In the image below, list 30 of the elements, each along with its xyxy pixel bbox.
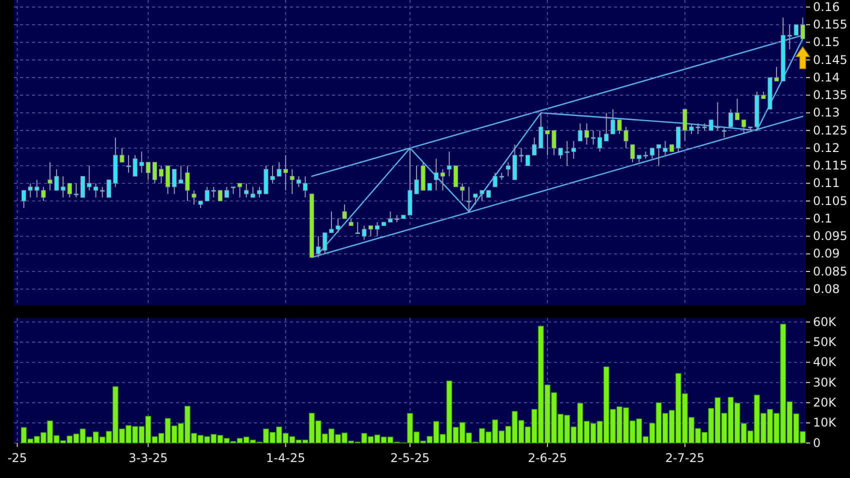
y-tick-label: 20K <box>813 396 838 410</box>
y-tick-label: 0.155 <box>813 18 848 32</box>
x-tick-label: 2-5-25 <box>390 451 430 465</box>
y-tick-label: 0.105 <box>813 194 848 208</box>
y-tick-label: 40K <box>813 355 838 370</box>
y-tick-label: 10K <box>813 416 838 430</box>
x-tick-label: 2-6-25 <box>528 451 568 465</box>
y-tick-label: 0.12 <box>813 140 840 155</box>
y-tick-label: 60K <box>813 314 838 329</box>
y-tick-label: 0.085 <box>813 264 848 278</box>
y-tick-label: 0 <box>813 436 821 450</box>
y-tick-label: 0.125 <box>813 123 848 138</box>
y-tick-label: 0.1 <box>813 211 832 226</box>
x-tick-label: 1-4-25 <box>266 451 306 465</box>
y-tick-label: 0.115 <box>813 158 848 173</box>
x-tick-label: 3-3-25 <box>128 451 168 465</box>
y-tick-label: 0.08 <box>813 282 840 296</box>
y-tick-label: 0.15 <box>813 35 840 50</box>
y-tick-label: 0.135 <box>813 88 848 102</box>
x-tick-label: 2-7-25 <box>665 451 705 465</box>
y-tick-label: 0.16 <box>813 0 840 14</box>
y-tick-label: 50K <box>813 335 838 350</box>
y-tick-label: 0.13 <box>813 106 840 120</box>
y-tick-label: 0.11 <box>813 176 840 190</box>
y-tick-label: 0.145 <box>813 52 848 67</box>
y-tick-label: 30K <box>813 375 838 390</box>
y-tick-label: 0.095 <box>813 229 848 244</box>
y-tick-label: 0.14 <box>813 70 840 84</box>
x-tick-label: -25 <box>7 451 28 465</box>
y-tick-label: 0.09 <box>813 246 840 261</box>
